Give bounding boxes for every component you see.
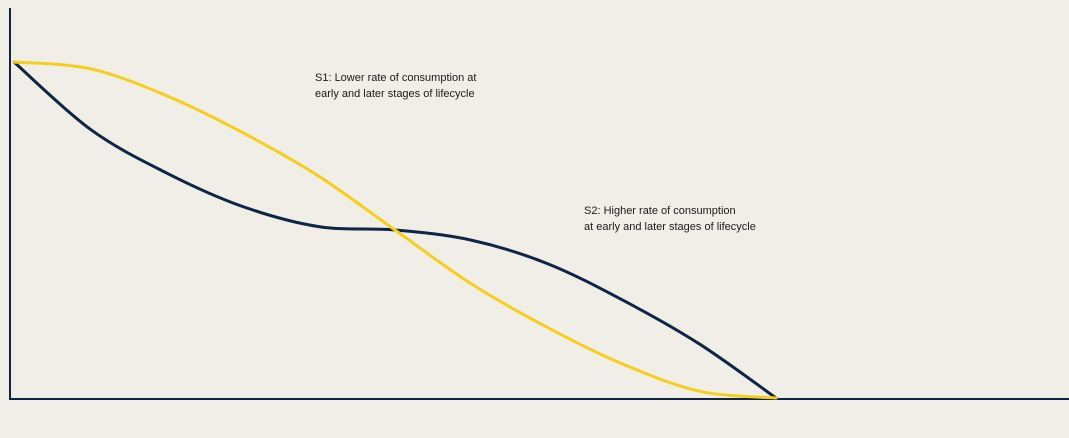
annotation-s2-line-2: at early and later stages of lifecycle: [584, 221, 756, 233]
annotation-s1: S1: Lower rate of consumption at early a…: [315, 72, 480, 100]
series-line-s1: [12, 60, 778, 400]
series-layer: [12, 60, 778, 400]
annotation-s2-line-1: S2: Higher rate of consumption: [584, 205, 736, 217]
annotation-s2: S2: Higher rate of consumption at early …: [584, 205, 756, 233]
annotation-s1-line-2: early and later stages of lifecycle: [315, 88, 475, 100]
annotation-s1-line-1: S1: Lower rate of consumption at: [315, 72, 476, 84]
